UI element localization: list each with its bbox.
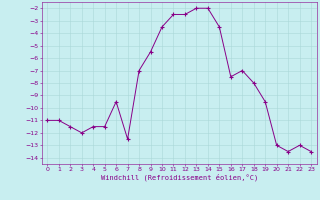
X-axis label: Windchill (Refroidissement éolien,°C): Windchill (Refroidissement éolien,°C) bbox=[100, 173, 258, 181]
